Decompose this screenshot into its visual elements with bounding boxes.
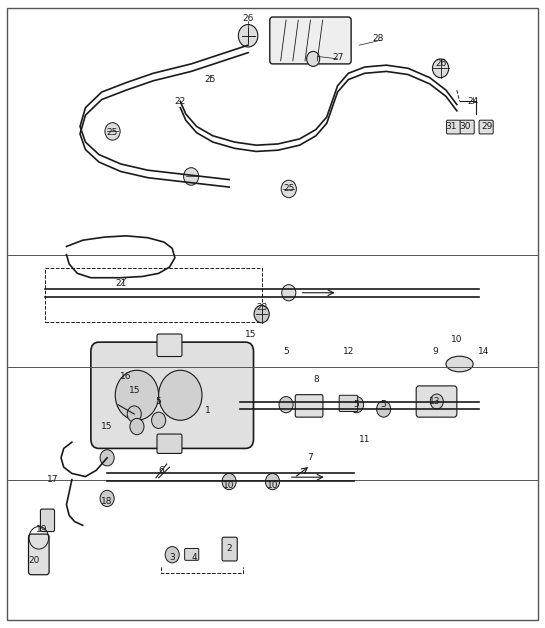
Circle shape [130, 418, 144, 435]
Circle shape [432, 59, 449, 78]
Text: 10: 10 [451, 335, 463, 344]
Text: 17: 17 [47, 475, 59, 484]
Text: 18: 18 [101, 497, 113, 506]
Circle shape [222, 474, 236, 490]
Text: 5: 5 [354, 400, 359, 409]
Text: 4: 4 [191, 553, 197, 562]
FancyBboxPatch shape [28, 534, 49, 575]
Circle shape [265, 474, 280, 490]
Text: 24: 24 [468, 97, 479, 106]
Text: 16: 16 [120, 372, 132, 381]
FancyBboxPatch shape [295, 394, 323, 417]
Text: 25: 25 [283, 185, 294, 193]
FancyBboxPatch shape [185, 548, 199, 560]
Text: 19: 19 [37, 525, 48, 534]
Text: 10: 10 [223, 482, 235, 490]
Circle shape [431, 394, 443, 409]
Ellipse shape [96, 355, 194, 436]
Text: 12: 12 [343, 347, 354, 356]
FancyBboxPatch shape [339, 395, 358, 411]
Bar [45, 268, 262, 322]
Circle shape [349, 396, 364, 413]
FancyBboxPatch shape [416, 386, 457, 417]
FancyBboxPatch shape [270, 17, 351, 64]
Text: 9: 9 [432, 347, 438, 356]
Text: 26: 26 [243, 14, 254, 23]
Text: 5: 5 [381, 400, 386, 409]
FancyBboxPatch shape [91, 342, 253, 448]
Circle shape [279, 396, 293, 413]
FancyBboxPatch shape [446, 120, 461, 134]
Text: 23: 23 [256, 303, 268, 312]
Text: 10: 10 [267, 482, 278, 490]
Circle shape [165, 546, 179, 563]
Text: 3: 3 [169, 553, 175, 562]
Circle shape [254, 305, 269, 323]
Circle shape [377, 401, 391, 417]
Text: 15: 15 [245, 330, 257, 338]
Text: 11: 11 [359, 435, 371, 443]
FancyBboxPatch shape [157, 434, 182, 453]
Text: 8: 8 [313, 375, 319, 384]
Circle shape [115, 371, 159, 420]
Text: 1: 1 [204, 406, 210, 415]
Text: 15: 15 [129, 386, 140, 395]
Text: 7: 7 [307, 453, 313, 462]
Text: 22: 22 [175, 97, 186, 106]
Text: 27: 27 [332, 53, 343, 62]
FancyBboxPatch shape [222, 537, 237, 561]
Text: 5: 5 [283, 347, 289, 356]
Circle shape [281, 180, 296, 198]
Circle shape [307, 51, 320, 67]
Circle shape [100, 490, 114, 507]
Text: 21: 21 [115, 279, 126, 288]
Circle shape [127, 406, 141, 422]
Circle shape [152, 412, 166, 428]
Text: 29: 29 [481, 122, 492, 131]
FancyBboxPatch shape [479, 120, 493, 134]
Text: 28: 28 [373, 35, 384, 43]
Circle shape [184, 168, 199, 185]
Ellipse shape [446, 356, 473, 372]
Text: 6: 6 [159, 466, 164, 475]
Text: 26: 26 [435, 60, 446, 68]
Circle shape [105, 122, 120, 140]
Text: 5: 5 [156, 397, 161, 406]
Text: 30: 30 [459, 122, 471, 131]
Circle shape [159, 371, 202, 420]
Text: 15: 15 [101, 422, 113, 431]
Circle shape [100, 450, 114, 466]
Text: 2: 2 [226, 544, 232, 553]
Text: 25: 25 [204, 75, 216, 84]
FancyBboxPatch shape [40, 509, 54, 531]
FancyBboxPatch shape [460, 120, 474, 134]
Circle shape [238, 24, 258, 47]
Text: 25: 25 [107, 128, 118, 137]
Text: 13: 13 [429, 397, 441, 406]
Ellipse shape [150, 361, 237, 430]
Text: 31: 31 [446, 122, 457, 131]
Text: 20: 20 [28, 556, 40, 565]
FancyBboxPatch shape [157, 334, 182, 357]
Circle shape [282, 284, 296, 301]
Text: 14: 14 [479, 347, 489, 356]
